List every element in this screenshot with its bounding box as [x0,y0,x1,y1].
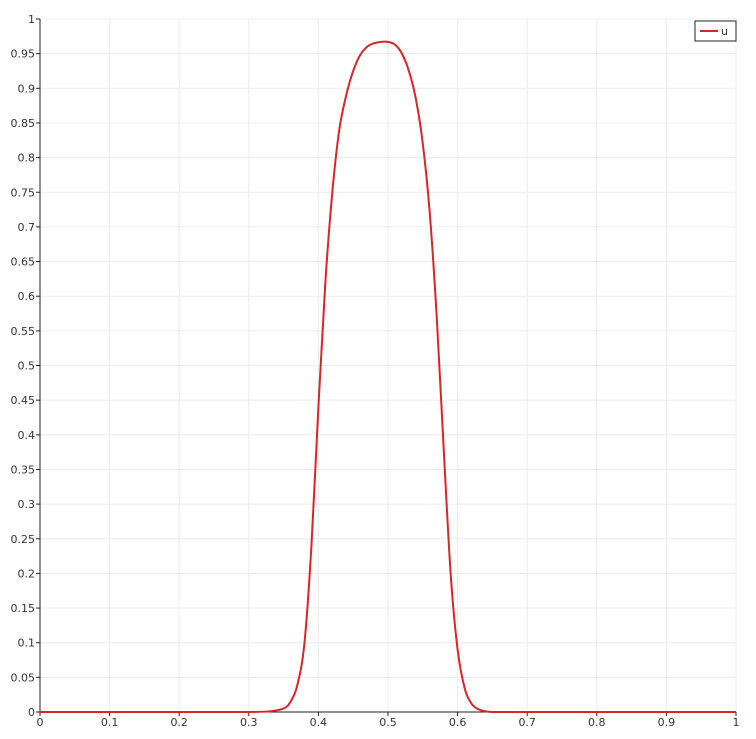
x-tick-label: 0.6 [449,716,467,729]
x-tick-label: 0.2 [170,716,188,729]
y-tick-label: 0.6 [18,290,36,303]
x-tick-label: 0.9 [658,716,676,729]
series-line-u [40,40,736,714]
y-tick-label: 0.5 [18,360,36,373]
x-tick-label: 0.1 [101,716,119,729]
y-tick-label: 0.85 [11,117,36,130]
x-tick-label: 0 [37,716,44,729]
y-tick-label: 0 [28,706,35,719]
y-tick-label: 0.8 [18,152,36,165]
y-tick-label: 0.95 [11,48,36,61]
y-tick-label: 0.7 [18,221,36,234]
y-tick-label: 0.3 [18,498,36,511]
y-tick-label: 0.2 [18,567,36,580]
y-tick-label: 0.05 [11,671,36,684]
y-tick-label: 0.55 [11,325,36,338]
x-axis: 0 0.1 0.2 0.3 0.4 0.5 0.6 0.7 0.8 0.9 1 [37,712,740,729]
y-tick-label: 0.4 [18,429,36,442]
y-axis: 0 0.05 0.1 0.15 0.2 0.25 0.3 0.35 0.4 0.45 0.5 0.55… [11,13,40,719]
grid [39,18,737,713]
legend-label: u [721,25,728,38]
y-tick-label: 0.45 [11,394,36,407]
x-tick-label: 0.5 [379,716,397,729]
y-tick-label: 1 [28,13,35,26]
legend: u [694,20,737,42]
y-tick-label: 0.35 [11,463,36,476]
x-tick-label: 1 [733,716,740,729]
y-tick-label: 0.75 [11,186,36,199]
y-tick-label: 0.65 [11,256,36,269]
x-tick-label: 0.8 [588,716,606,729]
x-tick-label: 0.4 [310,716,328,729]
y-tick-label: 0.15 [11,602,36,615]
x-tick-label: 0.3 [240,716,258,729]
y-tick-label: 0.1 [18,637,36,650]
plot-area [40,40,736,714]
y-tick-label: 0.9 [18,82,36,95]
x-tick-label: 0.7 [518,716,536,729]
y-tick-label: 0.25 [11,533,36,546]
